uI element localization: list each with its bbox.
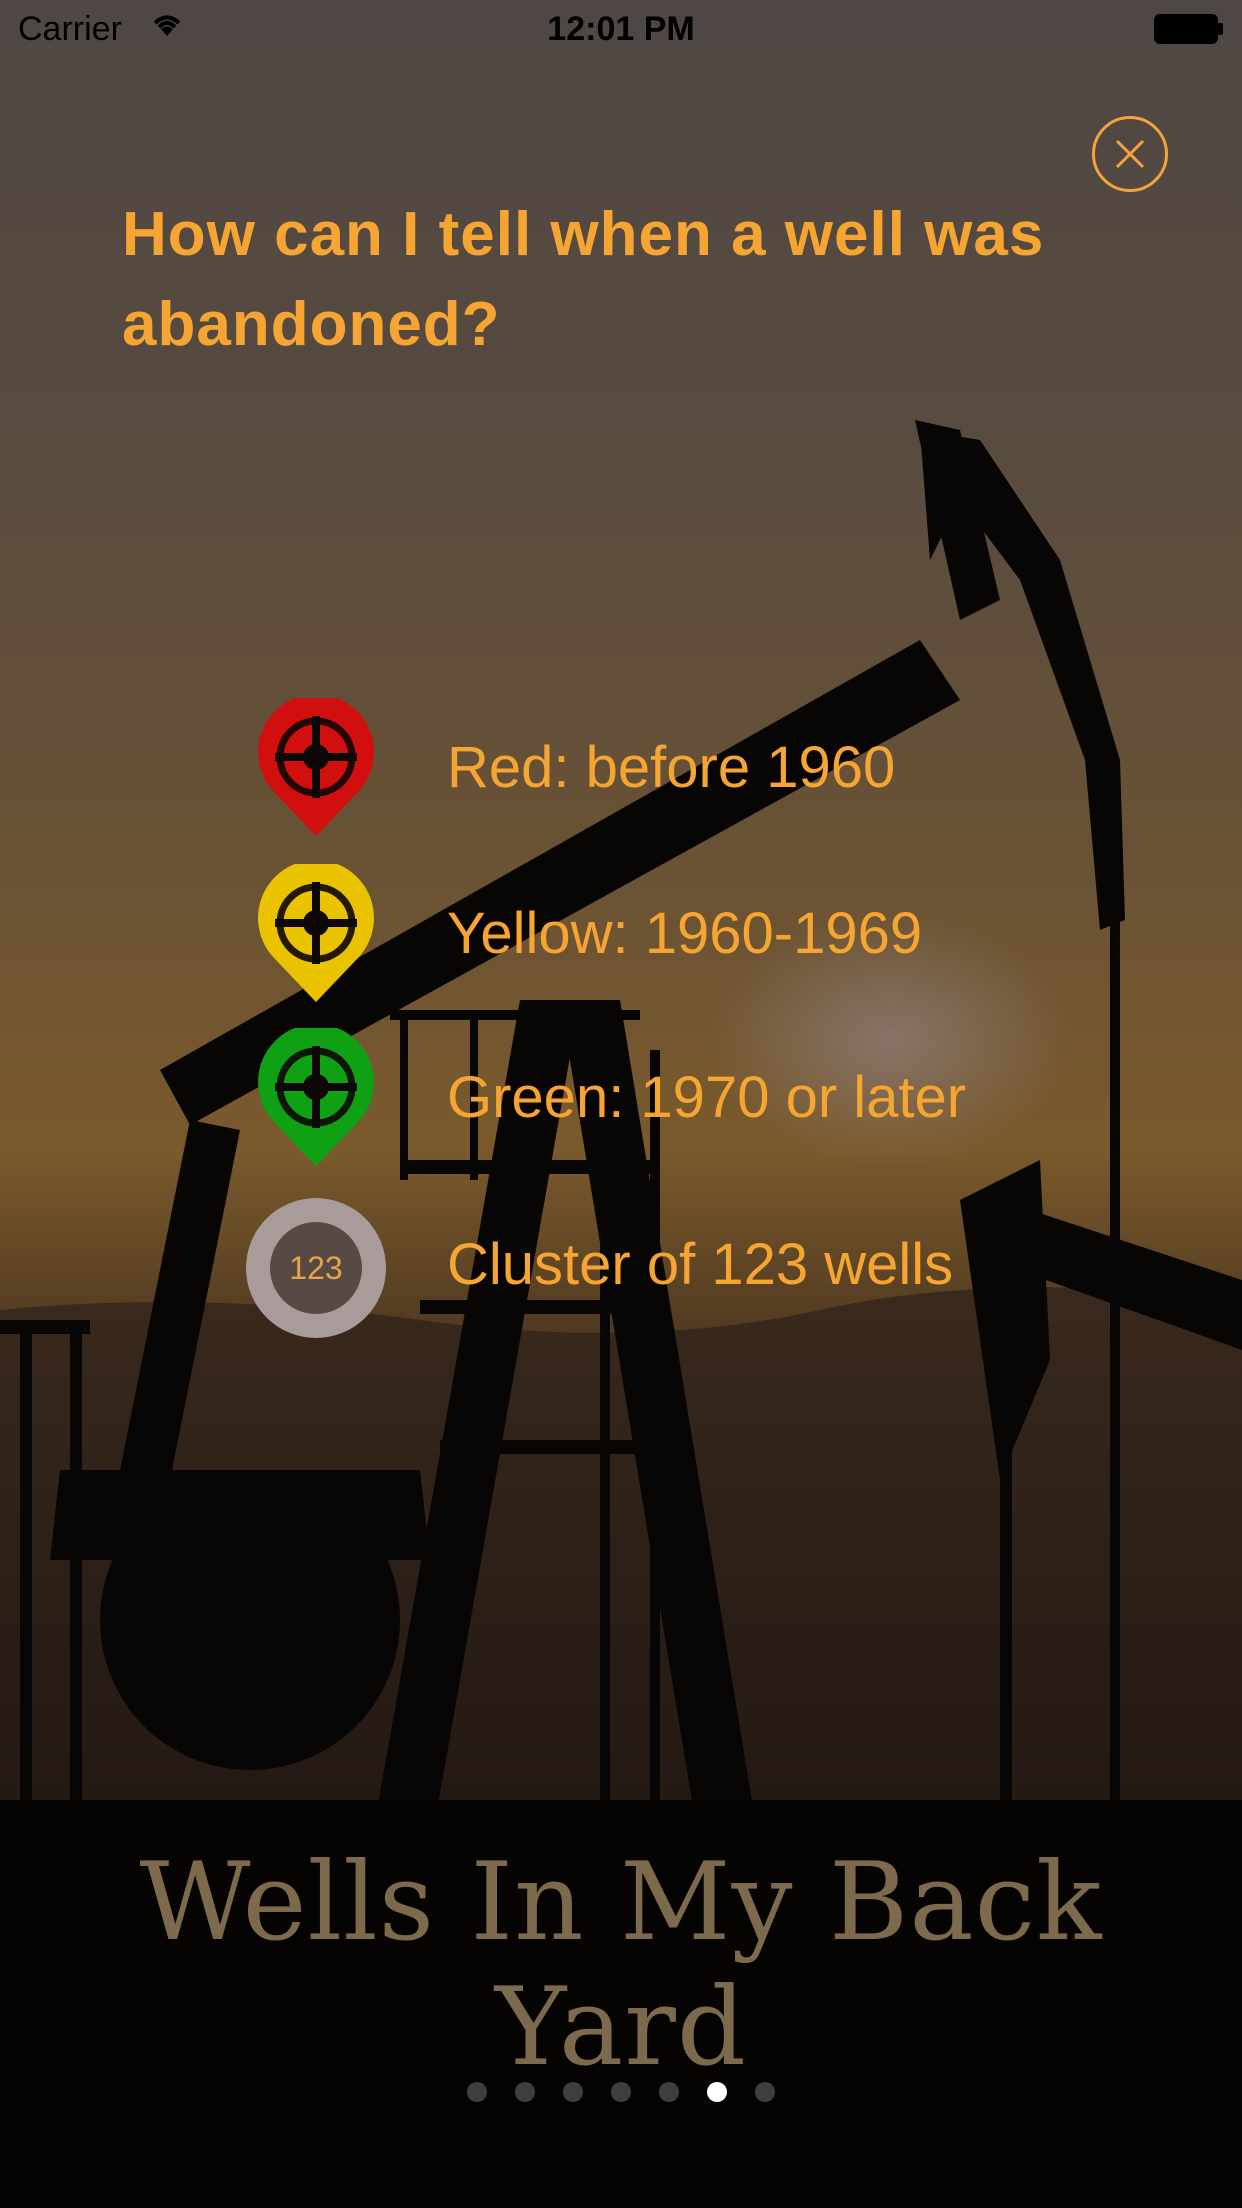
red-well-pin-icon — [258, 698, 374, 836]
status-time: 12:01 PM — [547, 10, 695, 48]
battery-icon — [1154, 14, 1223, 44]
page-indicator[interactable] — [0, 2082, 1242, 2102]
page-title: How can I tell when a well was abandoned… — [122, 200, 1045, 359]
legend-item-red: Red: before 1960 — [0, 698, 1242, 838]
page-dot[interactable] — [659, 2082, 679, 2102]
page-dot[interactable] — [755, 2082, 775, 2102]
legend-label-green: Green: 1970 or later — [447, 1065, 967, 1130]
cluster-count: 123 — [270, 1222, 362, 1314]
carrier-label: Carrier — [18, 10, 122, 48]
status-bar: Carrier 12:01 PM — [0, 0, 1242, 60]
page-dot-active[interactable] — [707, 2082, 727, 2102]
page-dot[interactable] — [515, 2082, 535, 2102]
page-dot[interactable] — [563, 2082, 583, 2102]
brand-logo-text: Wells In My Back Yard — [139, 1840, 1103, 2090]
green-well-pin-icon — [258, 1028, 374, 1166]
legend-label-yellow: Yellow: 1960-1969 — [447, 901, 923, 966]
legend-item-green: Green: 1970 or later — [0, 1028, 1242, 1168]
close-button[interactable] — [1092, 116, 1168, 192]
legend-item-yellow: Yellow: 1960-1969 — [0, 864, 1242, 1004]
wifi-icon — [153, 15, 181, 36]
cluster-marker-icon: 123 — [246, 1198, 386, 1338]
yellow-well-pin-icon — [258, 864, 374, 1002]
page-dot[interactable] — [611, 2082, 631, 2102]
page-dot[interactable] — [467, 2082, 487, 2102]
legend-label-red: Red: before 1960 — [447, 735, 896, 800]
legend-label-cluster: Cluster of 123 wells — [447, 1232, 954, 1297]
close-icon — [1115, 139, 1145, 169]
